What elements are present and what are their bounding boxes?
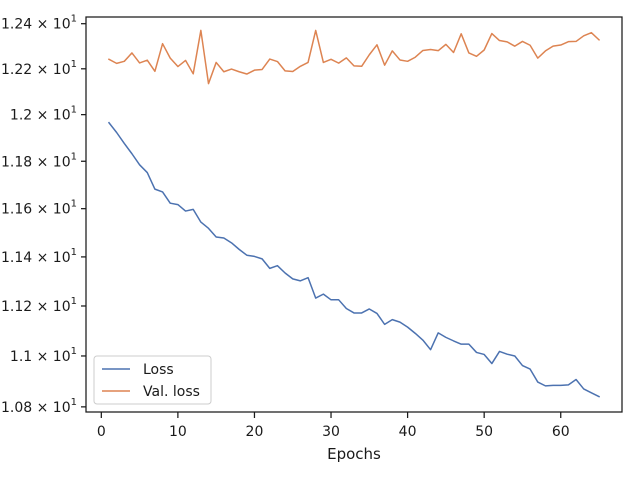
legend-box xyxy=(93,355,212,405)
x-tick-label-5: 50 xyxy=(475,424,493,440)
y-tick-label-7: 1.22 × 101 xyxy=(1,59,77,78)
y-tick-label-4: 1.16 × 101 xyxy=(1,199,77,218)
plot-series xyxy=(107,29,601,398)
y-tick-label-2: 1.12 × 101 xyxy=(1,296,77,315)
x-axis-label: Epochs xyxy=(327,445,381,463)
legend-label-0: Loss xyxy=(143,362,174,378)
legend-label-1: Val. loss xyxy=(143,384,200,400)
y-tick-label-0: 1.08 × 101 xyxy=(1,397,77,416)
y-tick-label-6: 1.2 × 101 xyxy=(10,105,77,124)
series-line-0 xyxy=(107,121,601,398)
x-axis: 0 10 20 30 40 50 60 xyxy=(97,412,570,440)
x-tick-label-1: 10 xyxy=(169,424,187,440)
x-tick-label-4: 40 xyxy=(399,424,417,440)
y-axis: 1.08 × 101 1.1 × 101 1.12 × 101 1.14 × 101 1… xyxy=(1,14,86,416)
plot-frame xyxy=(85,16,623,413)
y-tick-label-5: 1.18 × 101 xyxy=(1,151,77,170)
series-line-1 xyxy=(107,29,601,85)
y-tick-label-3: 1.14 × 101 xyxy=(1,247,77,266)
y-tick-label-8: 1.24 × 101 xyxy=(1,14,77,33)
x-tick-label-0: 0 xyxy=(97,424,106,440)
x-tick-label-3: 30 xyxy=(322,424,340,440)
x-tick-label-6: 60 xyxy=(552,424,570,440)
y-tick-label-1: 1.1 × 101 xyxy=(10,346,77,365)
x-tick-label-2: 20 xyxy=(246,424,264,440)
legend: Loss Val. loss xyxy=(93,355,212,405)
